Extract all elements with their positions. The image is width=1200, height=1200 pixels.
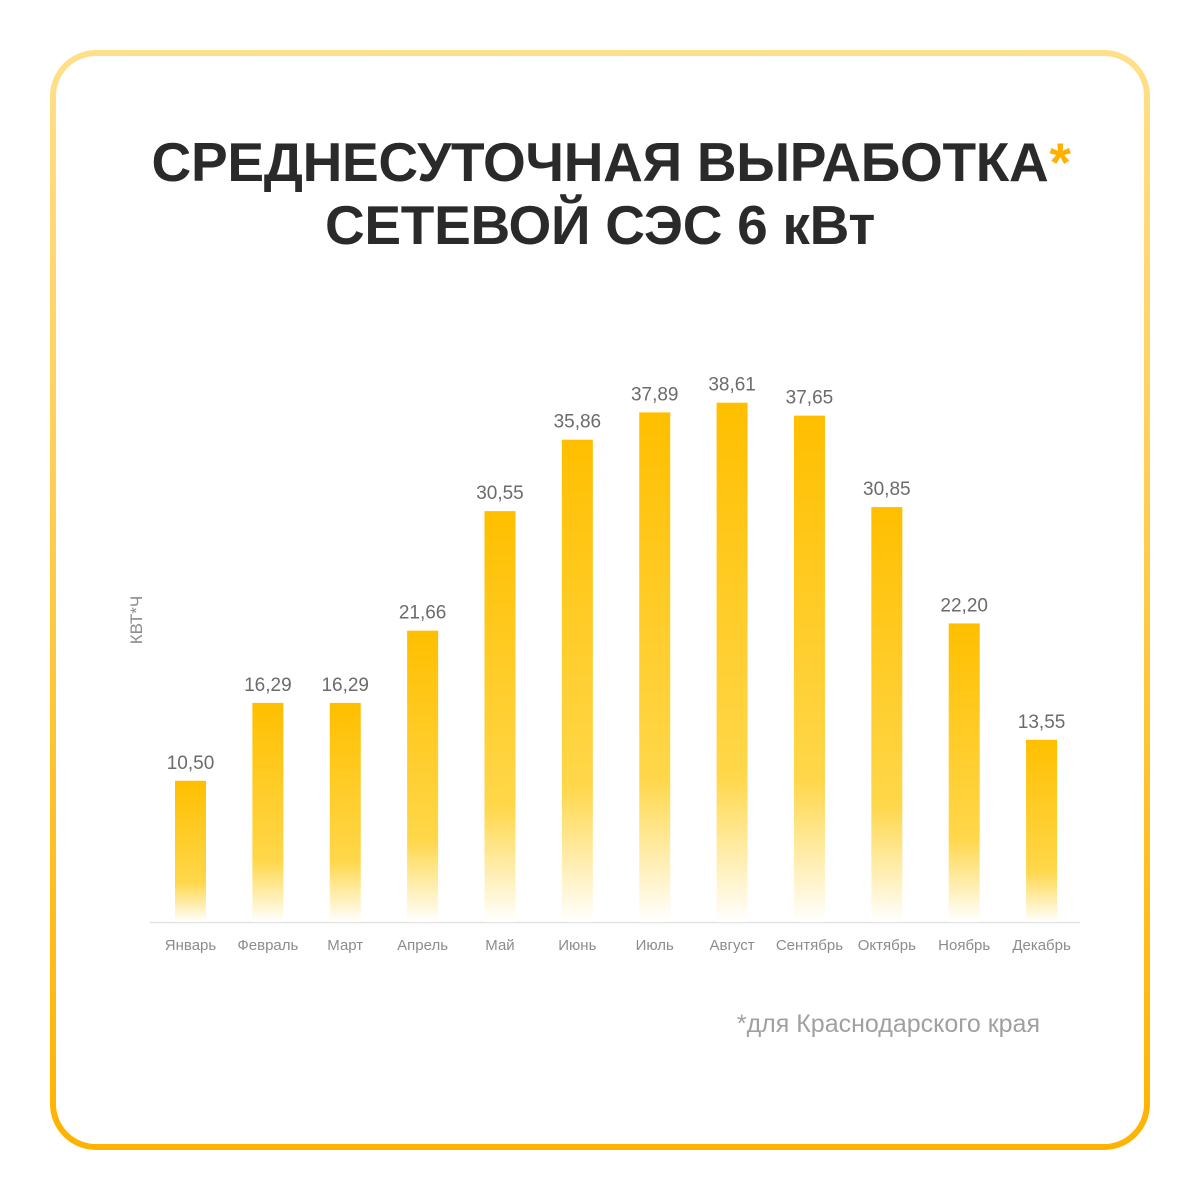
chart-title: СРЕДНЕСУТОЧНАЯ ВЫРАБОТКА * СЕТЕВОЙ СЭС 6 …: [0, 131, 1200, 257]
title-line-1: СРЕДНЕСУТОЧНАЯ ВЫРАБОТКА: [151, 131, 1049, 193]
title-row-1-wrap: СРЕДНЕСУТОЧНАЯ ВЫРАБОТКА *: [151, 131, 1071, 194]
value-label-feb: 16,29: [244, 675, 292, 696]
title-row-1: СРЕДНЕСУТОЧНАЯ ВЫРАБОТКА *: [0, 131, 1200, 194]
value-label-dec: 13,55: [1018, 712, 1066, 733]
value-label-jul: 37,89: [631, 384, 679, 405]
month-label-dec: Декабрь: [1012, 937, 1071, 954]
title-asterisk: *: [1049, 131, 1071, 193]
month-label-feb: Февраль: [237, 937, 298, 954]
month-label-jul: Июль: [636, 937, 674, 954]
bar-oct: [871, 507, 903, 922]
value-label-nov: 22,20: [940, 595, 988, 616]
month-label-sep: Сентябрь: [776, 937, 843, 954]
card-body: [56, 56, 1144, 1144]
bar-aug: [716, 402, 748, 922]
month-label-apr: Апрель: [397, 937, 448, 954]
value-label-mar: 16,29: [321, 675, 369, 696]
bar-jan: [175, 780, 206, 922]
value-labels-group: 10,50 16,29 16,29 21,66 30,55 35,86 37,89 38,61…: [167, 375, 1066, 774]
month-labels-group: Январь Февраль Март Апрель Май Июнь Июль Август…: [165, 937, 1071, 954]
footnote: *для Краснодарского края: [736, 1010, 1040, 1038]
month-label-may: Май: [485, 937, 514, 954]
bar-mar: [329, 702, 361, 922]
y-axis-label: КВТ*Ч: [127, 596, 146, 644]
month-label-jan: Январь: [165, 937, 217, 954]
value-label-aug: 38,61: [708, 375, 756, 396]
bar-may: [484, 511, 516, 922]
value-label-oct: 30,85: [863, 479, 911, 500]
month-label-mar: Март: [327, 937, 363, 954]
value-label-jun: 35,86: [554, 412, 602, 433]
bars-group: [175, 402, 1058, 922]
bar-dec: [1026, 739, 1058, 922]
month-label-aug: Август: [710, 937, 755, 954]
bar-nov: [948, 623, 980, 922]
month-label-jun: Июнь: [558, 937, 596, 954]
bar-sep: [793, 415, 825, 922]
card-frame: [50, 50, 1150, 1150]
value-label-jan: 10,50: [167, 753, 215, 774]
bar-jun: [561, 439, 593, 922]
value-label-sep: 37,65: [786, 388, 834, 409]
month-label-nov: Ноябрь: [938, 937, 990, 954]
month-label-oct: Октябрь: [858, 937, 916, 954]
title-line-2: СЕТЕВОЙ СЭС 6 кВт: [325, 194, 875, 256]
bar-apr: [407, 630, 439, 922]
bar-jul: [639, 412, 671, 922]
value-label-may: 30,55: [476, 483, 524, 504]
bar-feb: [252, 702, 284, 922]
value-label-apr: 21,66: [399, 603, 447, 624]
